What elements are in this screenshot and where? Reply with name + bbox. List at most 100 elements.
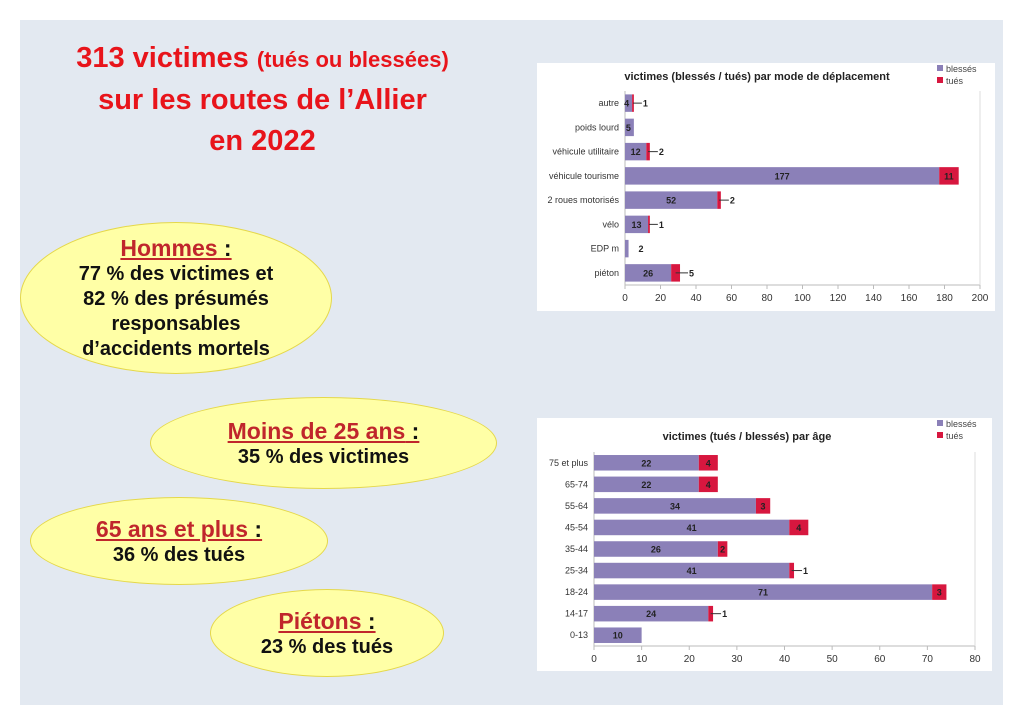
bar-tues: [717, 191, 721, 209]
chart-svg: victimes (blessés / tués) par mode de dé…: [547, 64, 988, 304]
chart-svg: victimes (tués / blessés) par âge blessés…: [549, 419, 981, 665]
bar-blesses: [594, 519, 790, 536]
data-label-blesses: 41: [687, 566, 697, 576]
category-label: vélo: [602, 219, 619, 229]
chart-title: victimes (blessés / tués) par mode de dé…: [624, 71, 890, 83]
category-label: 35-44: [565, 544, 588, 554]
category-label: EDP m: [591, 244, 619, 254]
bar-blesses: [625, 167, 940, 185]
data-label-blesses: 177: [775, 171, 790, 181]
data-label-tues: 4: [706, 480, 711, 490]
legend-swatch: [937, 65, 943, 71]
category-label: piéton: [594, 268, 619, 278]
fact-line: 35 % des victimes: [237, 445, 410, 468]
title-line2: sur les routes de l’Allier: [98, 84, 427, 116]
bar-blesses: [594, 455, 699, 471]
bar-blesses: [625, 264, 672, 282]
data-label-blesses: 26: [643, 268, 653, 278]
title-line1-sub: (tués ou blessées): [256, 47, 449, 72]
x-tick-label: 0: [622, 293, 628, 304]
data-label-blesses: 24: [646, 609, 656, 619]
legend-label: blessés: [946, 64, 977, 74]
bar-tues: [632, 94, 634, 112]
data-label-tues: 11: [944, 171, 954, 181]
bar-tues: [646, 142, 650, 161]
fact-moins-25: Moins de 25 ans : 35 % des victimes: [150, 397, 497, 489]
data-label-tues: 1: [659, 220, 664, 230]
category-label: 2 roues motorisés: [547, 195, 619, 205]
bar-blesses: [594, 605, 709, 622]
x-tick-label: 120: [830, 293, 847, 304]
category-label: 25-34: [565, 566, 588, 576]
x-tick-label: 60: [726, 293, 738, 304]
fact-heading: Hommes: [120, 235, 218, 261]
x-tick-label: 80: [969, 654, 981, 665]
colon: :: [361, 607, 376, 634]
chart-title: victimes (tués / blessés) par âge: [663, 431, 832, 443]
data-label-blesses: 34: [670, 501, 680, 511]
data-label-blesses: 2: [639, 244, 644, 254]
bar-blesses: [625, 215, 649, 234]
data-label-blesses: 22: [641, 480, 651, 490]
fact-heading: Moins de 25 ans: [227, 417, 406, 444]
bar-blesses: [625, 142, 647, 161]
category-label: 18-24: [565, 587, 588, 597]
data-label-blesses: 26: [651, 545, 661, 555]
data-label-tues: 1: [803, 566, 808, 576]
category-label: 0-13: [570, 630, 588, 640]
x-tick-label: 140: [865, 293, 882, 304]
bar-tues: [648, 215, 650, 234]
bar-tues: [698, 455, 718, 471]
bar-blesses: [625, 239, 629, 258]
data-label-tues: 1: [643, 99, 648, 109]
data-label-blesses: 13: [632, 220, 642, 230]
x-tick-label: 100: [794, 293, 811, 304]
data-label-tues: 4: [706, 458, 711, 468]
category-label: 75 et plus: [549, 458, 589, 468]
data-label-blesses: 71: [758, 588, 768, 598]
category-label: poids lourd: [575, 122, 619, 132]
fact-line: responsables: [111, 313, 241, 335]
data-label-tues: 2: [730, 196, 735, 206]
colon: :: [248, 515, 263, 542]
category-label: véhicule utilitaire: [552, 147, 619, 157]
bar-tues: [789, 519, 809, 536]
x-tick-label: 20: [655, 293, 667, 304]
title-line3: en 2022: [209, 125, 316, 157]
title-line1: 313 victimes: [76, 42, 257, 74]
category-label: autre: [598, 98, 619, 108]
fact-heading: 65 ans et plus: [95, 515, 249, 542]
colon: :: [217, 235, 232, 261]
bar-blesses: [594, 476, 699, 493]
bar-tues: [698, 476, 718, 493]
fact-line: 82 % des présumés: [83, 288, 269, 310]
category-label: 65-74: [565, 479, 588, 489]
data-label-blesses: 4: [624, 99, 629, 109]
bar-blesses: [625, 94, 633, 112]
bar-blesses: [594, 541, 718, 557]
category-label: 45-54: [565, 522, 588, 532]
fact-line: 77 % des victimes et: [78, 263, 274, 285]
data-label-tues: 2: [720, 545, 725, 555]
data-label-tues: 4: [796, 523, 801, 533]
x-tick-label: 60: [874, 654, 886, 665]
fact-65-plus: 65 ans et plus : 36 % des tués: [30, 497, 328, 585]
fact-hommes: Hommes : 77 % des victimes et 82 % des p…: [20, 222, 332, 374]
x-tick-label: 40: [690, 293, 702, 304]
bar-blesses: [594, 562, 790, 579]
legend-label: tués: [946, 431, 964, 441]
bar-blesses: [594, 584, 933, 600]
x-tick-label: 10: [636, 654, 648, 665]
legend-label: tués: [946, 76, 964, 86]
x-tick-label: 80: [761, 293, 773, 304]
x-tick-label: 50: [827, 654, 839, 665]
fact-line: 36 % des tués: [112, 543, 246, 566]
bar-tues: [939, 167, 959, 185]
legend-swatch: [937, 420, 943, 426]
bar-tues: [932, 584, 947, 600]
bar-tues: [755, 498, 771, 514]
bar-blesses: [594, 627, 642, 643]
category-label: véhicule tourisme: [549, 171, 619, 181]
legend-swatch: [937, 432, 943, 438]
page-title: 313 victimes (tués ou blessées) sur les …: [20, 38, 505, 162]
